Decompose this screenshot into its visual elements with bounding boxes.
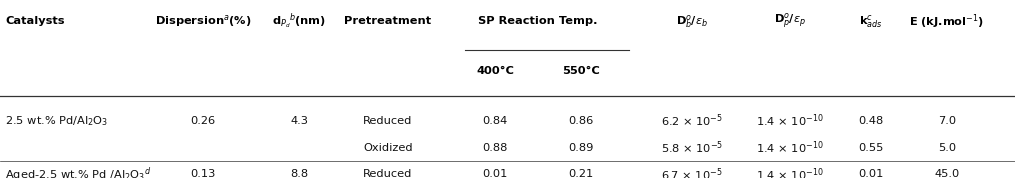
Text: d$_{P_d}$$^b$(nm): d$_{P_d}$$^b$(nm) — [272, 12, 327, 31]
Text: 45.0: 45.0 — [935, 169, 959, 178]
Text: 0.48: 0.48 — [859, 116, 883, 126]
Text: 0.55: 0.55 — [858, 143, 883, 153]
Text: Pretreatment: Pretreatment — [344, 16, 431, 26]
Text: 400°C: 400°C — [476, 66, 515, 76]
Text: Aged-2.5 wt.% Pd /Al$_2$O$_3$$^d$: Aged-2.5 wt.% Pd /Al$_2$O$_3$$^d$ — [5, 165, 151, 178]
Text: 0.01: 0.01 — [483, 169, 508, 178]
Text: Reduced: Reduced — [363, 169, 412, 178]
Text: Reduced: Reduced — [363, 116, 412, 126]
Text: D$_p^o$/$\epsilon_p$: D$_p^o$/$\epsilon_p$ — [773, 12, 806, 31]
Text: 2.5 wt.% Pd/Al$_2$O$_3$: 2.5 wt.% Pd/Al$_2$O$_3$ — [5, 114, 109, 128]
Text: 5.0: 5.0 — [938, 143, 956, 153]
Text: 8.8: 8.8 — [290, 169, 309, 178]
Text: 0.86: 0.86 — [568, 116, 593, 126]
Text: 6.7 × 10$^{-5}$: 6.7 × 10$^{-5}$ — [662, 166, 723, 178]
Text: Catalysts: Catalysts — [5, 16, 65, 26]
Text: D$_b^o$/$\epsilon_b$: D$_b^o$/$\epsilon_b$ — [676, 13, 708, 30]
Text: 0.26: 0.26 — [191, 116, 215, 126]
Text: SP Reaction Temp.: SP Reaction Temp. — [478, 16, 598, 26]
Text: 1.4 × 10$^{-10}$: 1.4 × 10$^{-10}$ — [756, 139, 823, 156]
Text: 0.88: 0.88 — [483, 143, 508, 153]
Text: 0.01: 0.01 — [858, 169, 883, 178]
Text: Dispersion$^a$(%): Dispersion$^a$(%) — [155, 13, 251, 29]
Text: 1.4 × 10$^{-10}$: 1.4 × 10$^{-10}$ — [756, 113, 823, 129]
Text: k$^c_{ads}$: k$^c_{ads}$ — [859, 13, 883, 30]
Text: 6.2 × 10$^{-5}$: 6.2 × 10$^{-5}$ — [662, 113, 723, 129]
Text: E (kJ.mol$^{-1}$): E (kJ.mol$^{-1}$) — [909, 12, 985, 31]
Text: 0.84: 0.84 — [483, 116, 508, 126]
Text: 0.21: 0.21 — [568, 169, 593, 178]
Text: 1.4 × 10$^{-10}$: 1.4 × 10$^{-10}$ — [756, 166, 823, 178]
Text: Oxidized: Oxidized — [363, 143, 412, 153]
Text: 0.89: 0.89 — [567, 143, 593, 153]
Text: 5.8 × 10$^{-5}$: 5.8 × 10$^{-5}$ — [661, 139, 724, 156]
Text: 4.3: 4.3 — [290, 116, 309, 126]
Text: 7.0: 7.0 — [938, 116, 956, 126]
Text: 550°C: 550°C — [561, 66, 600, 76]
Text: 0.13: 0.13 — [190, 169, 215, 178]
